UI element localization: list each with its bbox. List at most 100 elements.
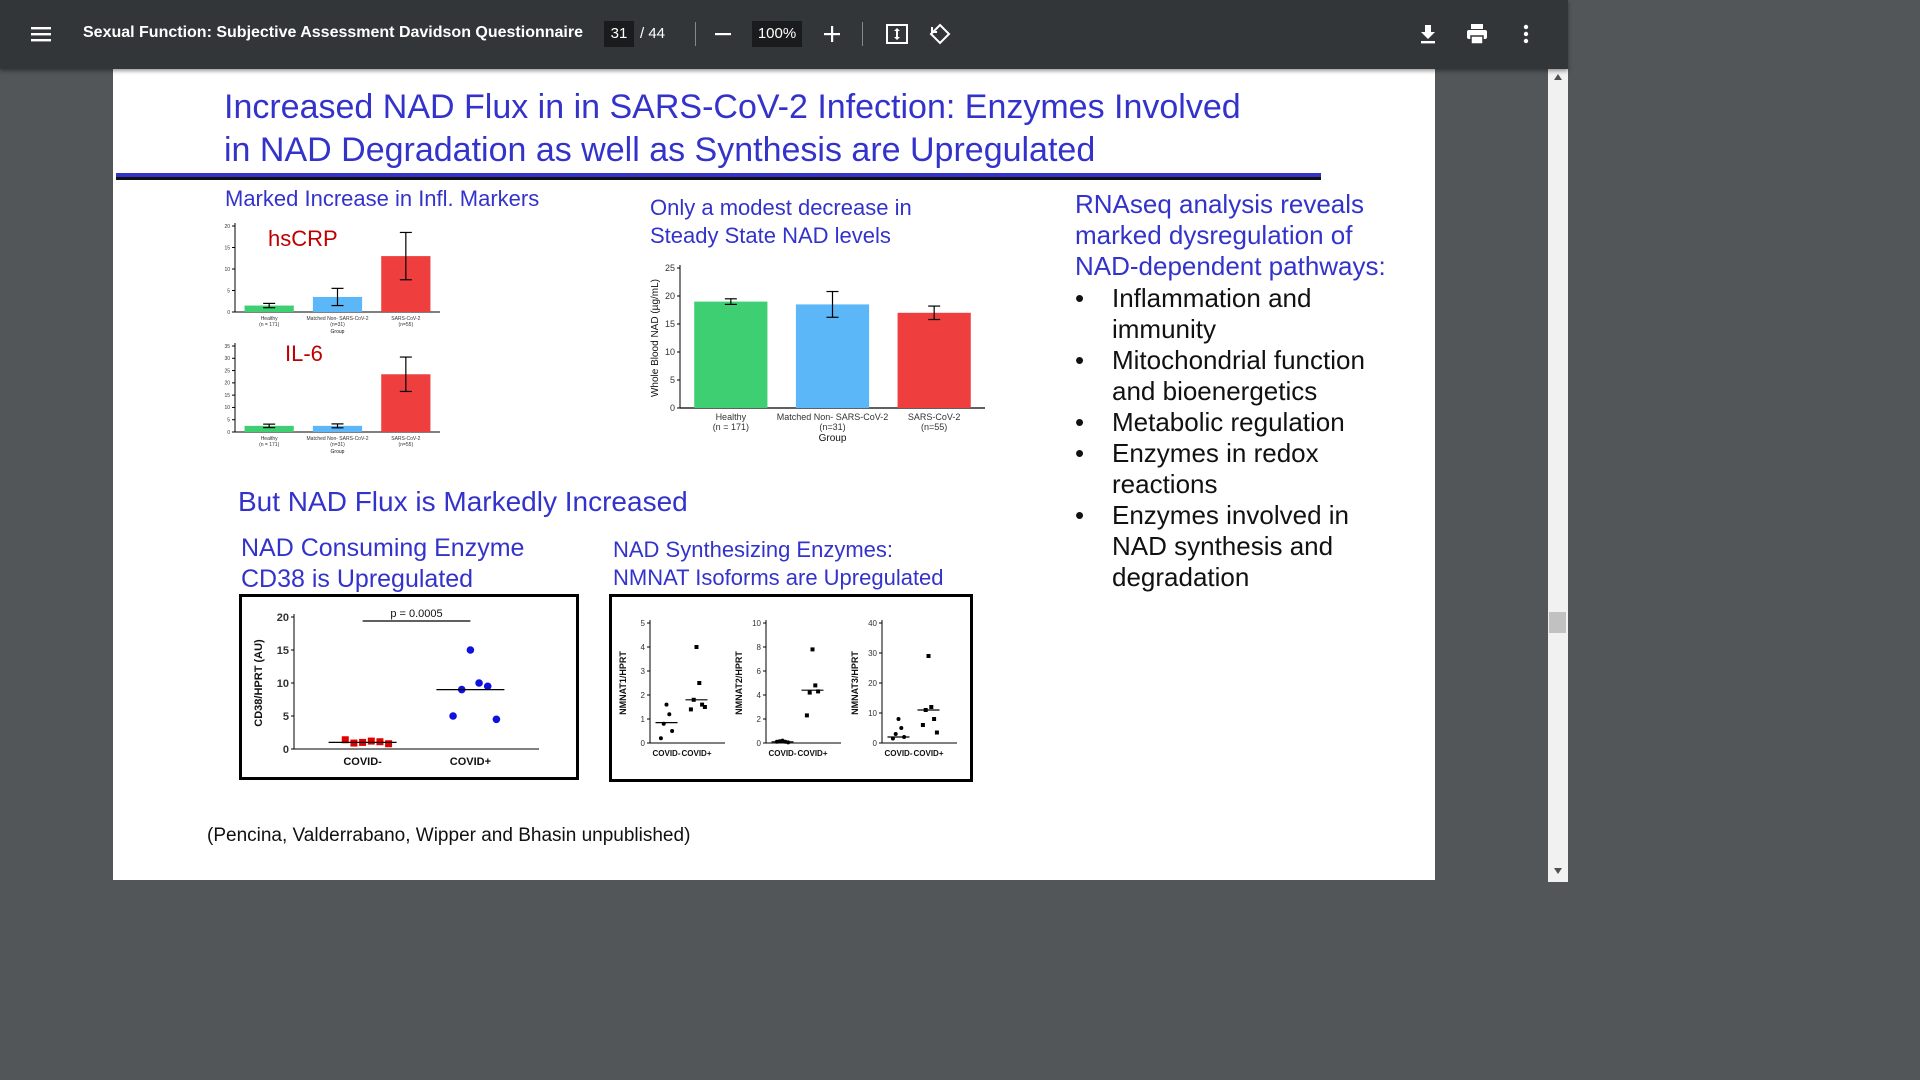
data-point bbox=[664, 702, 669, 707]
flux-heading: But NAD Flux is Markedly Increased bbox=[238, 486, 688, 517]
y-tick-label: 0 bbox=[757, 739, 762, 748]
x-tick-label: SARS-CoV-2 bbox=[908, 412, 961, 422]
hscrp-label: hsCRP bbox=[268, 226, 338, 251]
y-tick-label: 15 bbox=[224, 393, 230, 399]
citation: (Pencina, Valderrabano, Wipper and Bhasi… bbox=[207, 825, 691, 846]
x-tick-label: COVID- bbox=[769, 749, 797, 758]
rotate-icon[interactable] bbox=[926, 20, 954, 48]
data-point bbox=[929, 705, 934, 709]
x-tick-sublabel: (n=31) bbox=[330, 442, 345, 448]
x-tick-label: COVID+ bbox=[681, 749, 711, 758]
y-tick-label: 15 bbox=[224, 245, 230, 251]
data-point bbox=[466, 646, 475, 654]
il6-chart: 05101520253035IL-6 (pg/mL)Healthy(n = 17… bbox=[224, 343, 440, 455]
bullet-item: • Mitochondrial function and bioenergetics bbox=[1075, 345, 1365, 406]
data-point bbox=[694, 645, 699, 649]
x-tick-label: Matched Non- SARS-CoV-2 bbox=[307, 436, 369, 442]
x-tick-sublabel: (n = 171) bbox=[259, 322, 279, 328]
data-point bbox=[896, 717, 901, 721]
zoom-in-icon[interactable] bbox=[818, 20, 846, 48]
y-tick-label: 4 bbox=[757, 691, 762, 700]
data-point bbox=[934, 730, 939, 735]
x-tick-sublabel: (n = 171) bbox=[713, 422, 749, 432]
y-axis-label: NMNAT3/HPRT bbox=[850, 651, 860, 715]
bullet-item: • Enzymes involved in NAD synthesis and deg… bbox=[1075, 500, 1349, 592]
bar bbox=[795, 304, 870, 408]
x-tick-sublabel: (n=55) bbox=[399, 442, 414, 448]
x-tick-label: SARS-CoV-2 bbox=[391, 436, 420, 442]
print-icon[interactable] bbox=[1463, 20, 1491, 48]
bullet-item: • Metabolic regulation bbox=[1075, 407, 1345, 437]
x-tick-label: SARS-CoV-2 bbox=[391, 316, 420, 322]
fit-page-icon[interactable] bbox=[883, 20, 911, 48]
data-point bbox=[920, 723, 925, 727]
y-tick-label: 4 bbox=[641, 643, 646, 652]
data-point bbox=[807, 690, 812, 695]
x-tick-label: COVID+ bbox=[797, 749, 827, 758]
data-point bbox=[899, 726, 904, 730]
y-tick-label: 10 bbox=[277, 678, 289, 690]
bullet-item: • Enzymes in redox reactions bbox=[1075, 438, 1319, 499]
scroll-down-icon[interactable] bbox=[1553, 867, 1563, 875]
y-tick-label: 35 bbox=[224, 344, 230, 350]
y-tick-label: 5 bbox=[227, 417, 230, 423]
x-tick-label: Healthy bbox=[261, 316, 278, 322]
y-tick-label: 25 bbox=[665, 263, 675, 273]
page-number-input[interactable]: 31 bbox=[604, 21, 634, 47]
x-tick-label: COVID- bbox=[885, 749, 913, 758]
data-point bbox=[893, 732, 898, 736]
menu-icon[interactable] bbox=[27, 20, 55, 48]
y-tick-label: 10 bbox=[665, 347, 675, 357]
cd38-chart-frame: 0 5 10 15 20 CD38/HPRT (AU) COVID- COVID+ p = 0.… bbox=[239, 594, 579, 780]
pdf-toolbar: Sexual Function: Subjective Assessment D… bbox=[0, 0, 1568, 69]
toolbar-divider bbox=[695, 22, 696, 46]
nmnat2-chart: 0 2 4 6 8 10 NMNAT2/HPRT COVID- COVID+ bbox=[734, 619, 841, 758]
scroll-up-icon[interactable] bbox=[1553, 73, 1563, 81]
slide-title: Increased NAD Flux in in SARS-CoV-2 Infe… bbox=[224, 88, 1241, 169]
document-title: Sexual Function: Subjective Assessment D… bbox=[83, 24, 583, 41]
download-icon[interactable] bbox=[1414, 20, 1442, 48]
more-icon[interactable] bbox=[1512, 20, 1540, 48]
y-axis-label: NMNAT2/HPRT bbox=[734, 651, 744, 715]
data-point bbox=[483, 682, 492, 691]
y-tick-label: 3 bbox=[641, 667, 646, 676]
y-tick-label: 10 bbox=[224, 405, 230, 411]
data-point bbox=[367, 737, 375, 745]
nad-chart: 0 5 10 15 20 25 Whole Blood NAD (µg/mL) Healthy… bbox=[650, 263, 985, 444]
pathway-bullet-list: • Inflammation and immunity • Mitochondrial… bbox=[1075, 283, 1365, 593]
data-point bbox=[702, 705, 707, 709]
data-point bbox=[700, 702, 705, 707]
zoom-level-input[interactable]: 100% bbox=[752, 21, 802, 47]
y-tick-label: 0 bbox=[873, 739, 878, 748]
x-tick-sublabel: (n=55) bbox=[399, 322, 414, 328]
x-tick-sublabel: (n=55) bbox=[921, 422, 947, 432]
x-tick-label: COVID- bbox=[343, 756, 382, 768]
y-tick-label: 30 bbox=[224, 356, 230, 362]
zoom-out-icon[interactable] bbox=[709, 20, 737, 48]
data-point bbox=[813, 683, 818, 688]
pdf-page: Increased NAD Flux in in SARS-CoV-2 Infe… bbox=[113, 69, 1435, 880]
y-tick-label: 20 bbox=[665, 291, 675, 301]
y-tick-label: 40 bbox=[868, 619, 877, 628]
data-point bbox=[385, 740, 393, 748]
x-tick-label: Healthy bbox=[716, 412, 747, 422]
bullet-item: • Inflammation and immunity bbox=[1075, 283, 1312, 344]
data-point bbox=[670, 729, 675, 733]
y-tick-label: 10 bbox=[752, 619, 761, 628]
data-point bbox=[449, 712, 457, 720]
y-tick-label: 0 bbox=[641, 739, 646, 748]
bar bbox=[244, 305, 294, 312]
y-tick-label: 6 bbox=[757, 667, 762, 676]
y-tick-label: 2 bbox=[757, 715, 762, 724]
scrollbar-thumb[interactable] bbox=[1549, 612, 1566, 633]
vertical-scrollbar[interactable] bbox=[1548, 69, 1568, 882]
y-tick-label: 15 bbox=[277, 645, 289, 657]
y-tick-label: 0 bbox=[670, 403, 675, 413]
y-tick-label: 2 bbox=[641, 691, 646, 700]
nad-heading: Only a modest decrease in Steady State N… bbox=[650, 195, 912, 248]
x-tick-sublabel: (n = 171) bbox=[259, 442, 279, 448]
data-point bbox=[932, 717, 937, 721]
bar bbox=[312, 425, 363, 432]
y-tick-label: 20 bbox=[868, 679, 877, 688]
x-tick-label: COVID- bbox=[653, 749, 681, 758]
